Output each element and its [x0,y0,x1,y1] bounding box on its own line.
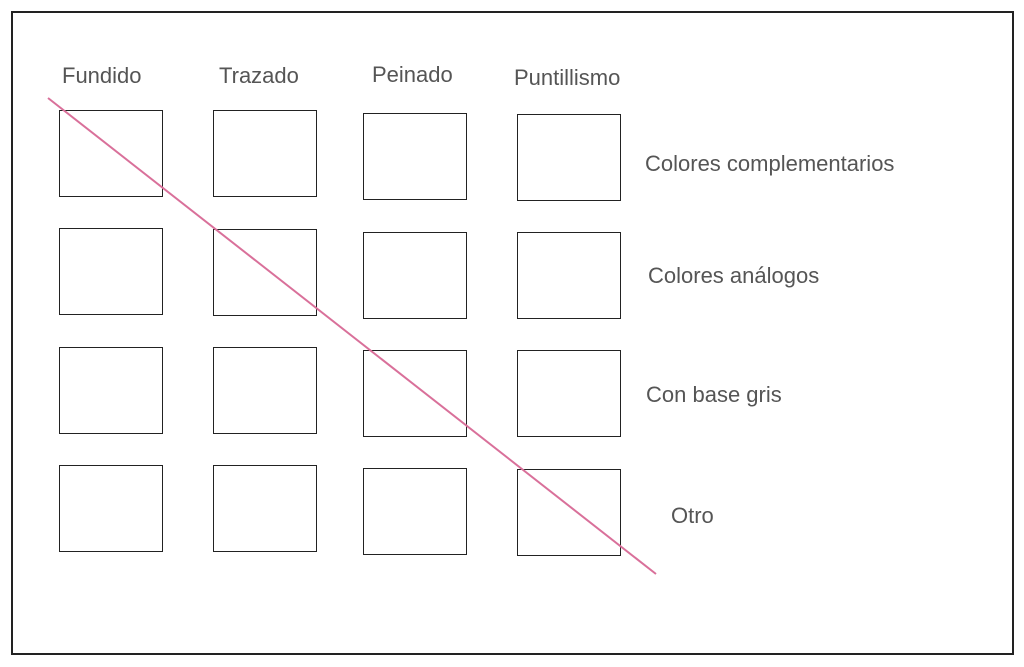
cell-box-r2-c2 [213,229,317,316]
cell-box-r2-c1 [59,228,163,315]
row-label-otro: Otro [671,503,714,528]
row-label-complementarios: Colores complementarios [645,151,895,176]
cell-box-r3-c3 [363,350,467,437]
row-label-analogos: Colores análogos [648,263,820,288]
cell-box-r1-c3 [363,113,467,200]
cell-box-r2-c4 [517,232,621,319]
cell-box-r4-c4 [517,469,621,556]
cell-box-r3-c2 [213,347,317,434]
column-header-puntillismo: Puntillismo [514,65,621,87]
diagonal-strike-line [47,97,657,575]
cell-box-r1-c1 [59,110,163,197]
cell-box-r4-c1 [59,465,163,552]
column-header-fundido: Fundido [62,63,142,85]
cell-box-r2-c3 [363,232,467,319]
row-label-base-gris: Con base gris [646,382,782,407]
cell-box-r1-c4 [517,114,621,201]
cell-box-r3-c4 [517,350,621,437]
column-header-peinado: Peinado [372,62,453,84]
diagram-frame [11,11,1014,655]
cell-box-r3-c1 [59,347,163,434]
cell-box-r4-c3 [363,468,467,555]
cell-box-r4-c2 [213,465,317,552]
column-header-trazado: Trazado [219,63,299,85]
cell-box-r1-c2 [213,110,317,197]
